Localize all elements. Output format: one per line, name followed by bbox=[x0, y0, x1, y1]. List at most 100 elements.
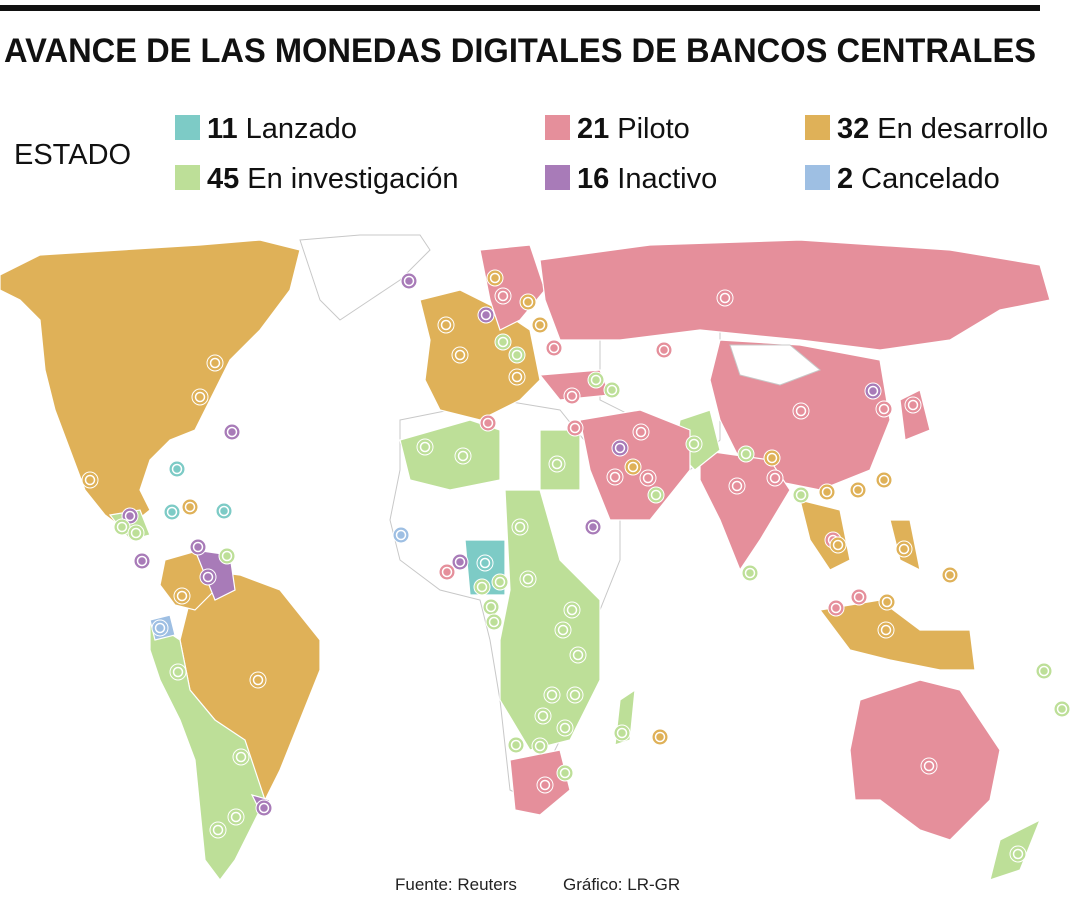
marker-ring bbox=[485, 601, 497, 613]
legend-swatch bbox=[805, 115, 830, 140]
marker-halo bbox=[218, 547, 236, 565]
marker-ring bbox=[907, 399, 919, 411]
legend-label: En desarrollo bbox=[877, 113, 1048, 145]
marker-halo bbox=[563, 387, 581, 405]
legend-swatch bbox=[545, 165, 570, 190]
marker-ring bbox=[488, 616, 500, 628]
marker-ring bbox=[511, 349, 523, 361]
marker-ring bbox=[642, 472, 654, 484]
marker-ring bbox=[454, 556, 466, 568]
marker-halo bbox=[737, 445, 755, 463]
marker-halo bbox=[895, 540, 913, 558]
marker-ring bbox=[572, 649, 584, 661]
marker-halo bbox=[151, 619, 169, 637]
marker-ring bbox=[878, 403, 890, 415]
marker-ring bbox=[476, 581, 488, 593]
marker-ring bbox=[609, 471, 621, 483]
marker-ring bbox=[130, 527, 142, 539]
marker-halo bbox=[494, 287, 512, 305]
marker-ring bbox=[719, 292, 731, 304]
marker-ring bbox=[202, 571, 214, 583]
marker-halo bbox=[875, 400, 893, 418]
marker-ring bbox=[194, 391, 206, 403]
marker-ring bbox=[395, 529, 407, 541]
marker-halo bbox=[563, 601, 581, 619]
marker-ring bbox=[654, 731, 666, 743]
marker-ring bbox=[898, 543, 910, 555]
marker-halo bbox=[613, 724, 631, 742]
marker-halo bbox=[507, 736, 525, 754]
legend-label: Cancelado bbox=[861, 163, 1000, 195]
marker-ring bbox=[766, 452, 778, 464]
legend-title: ESTADO bbox=[14, 139, 131, 171]
marker-ring bbox=[403, 275, 415, 287]
marker-halo bbox=[534, 707, 552, 725]
marker-halo bbox=[482, 598, 500, 616]
marker-ring bbox=[457, 450, 469, 462]
marker-halo bbox=[639, 469, 657, 487]
marker-ring bbox=[212, 824, 224, 836]
marker-ring bbox=[566, 390, 578, 402]
marker-halo bbox=[566, 686, 584, 704]
marker-ring bbox=[510, 739, 522, 751]
marker-halo bbox=[587, 371, 605, 389]
marker-ring bbox=[489, 272, 501, 284]
marker-halo bbox=[438, 563, 456, 581]
legend-swatch bbox=[545, 115, 570, 140]
marker-halo bbox=[454, 447, 472, 465]
marker-ring bbox=[1038, 665, 1050, 677]
marker-halo bbox=[728, 477, 746, 495]
north-america bbox=[0, 239, 301, 531]
marker-halo bbox=[556, 764, 574, 782]
southeast-asia bbox=[799, 499, 851, 571]
marker-halo bbox=[850, 588, 868, 606]
marker-ring bbox=[84, 474, 96, 486]
legend-label: Inactivo bbox=[617, 163, 717, 195]
marker-halo bbox=[545, 339, 563, 357]
marker-halo bbox=[566, 419, 584, 437]
marker-ring bbox=[557, 624, 569, 636]
marker-halo bbox=[416, 438, 434, 456]
legend-label: Lanzado bbox=[246, 113, 357, 145]
marker-ring bbox=[235, 751, 247, 763]
marker-ring bbox=[832, 539, 844, 551]
marker-ring bbox=[627, 461, 639, 473]
north-africa bbox=[399, 419, 501, 491]
marker-halo bbox=[632, 423, 650, 441]
marker-ring bbox=[867, 385, 879, 397]
marker-ring bbox=[440, 319, 452, 331]
marker-ring bbox=[587, 521, 599, 533]
legend-count: 45 bbox=[207, 163, 239, 195]
marker-halo bbox=[741, 564, 759, 582]
marker-ring bbox=[252, 674, 264, 686]
marker-ring bbox=[635, 426, 647, 438]
marker-halo bbox=[519, 293, 537, 311]
marker-ring bbox=[688, 438, 700, 450]
marker-ring bbox=[944, 569, 956, 581]
marker-ring bbox=[221, 550, 233, 562]
marker-halo bbox=[569, 646, 587, 664]
marker-halo bbox=[543, 686, 561, 704]
marker-halo bbox=[606, 468, 624, 486]
marker-ring bbox=[744, 567, 756, 579]
marker-ring bbox=[454, 349, 466, 361]
marker-halo bbox=[189, 538, 207, 556]
marker-halo bbox=[531, 316, 549, 334]
marker-halo bbox=[877, 621, 895, 639]
marker-halo bbox=[451, 346, 469, 364]
marker-ring bbox=[880, 624, 892, 636]
marker-halo bbox=[227, 808, 245, 826]
marker-ring bbox=[616, 727, 628, 739]
marker-halo bbox=[624, 458, 642, 476]
marker-halo bbox=[168, 460, 186, 478]
marker-halo bbox=[491, 573, 509, 591]
marker-ring bbox=[658, 344, 670, 356]
marker-halo bbox=[133, 552, 151, 570]
marker-halo bbox=[864, 382, 882, 400]
marker-ring bbox=[514, 521, 526, 533]
marker-halo bbox=[473, 578, 491, 596]
marker-ring bbox=[534, 319, 546, 331]
marker-halo bbox=[1035, 662, 1053, 680]
mongolia bbox=[729, 344, 821, 386]
